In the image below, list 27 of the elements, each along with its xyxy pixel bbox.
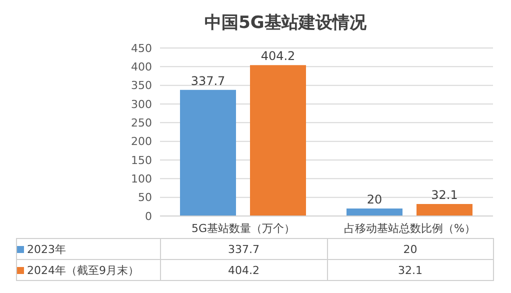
x-tick-label: 5G基站数量（万个）	[191, 222, 296, 235]
y-tick-label: 150	[131, 154, 152, 167]
y-tick-label: 250	[131, 116, 152, 130]
y-tick-label: 0	[145, 210, 152, 223]
data-label: 337.7	[190, 74, 226, 88]
bar	[180, 90, 236, 216]
legend-label: 2024年（截至9月末）	[16, 260, 160, 280]
bar	[416, 204, 472, 216]
legend-label: 2023年	[16, 238, 160, 260]
y-tick-label: 350	[131, 79, 152, 92]
data-label: 404.2	[260, 49, 296, 64]
text: 32.1	[327, 260, 494, 280]
text: 404.2	[160, 260, 327, 280]
y-tick-label: 450	[131, 42, 152, 55]
chart-title: 中国5G基站建设情况	[204, 12, 368, 35]
y-tick-label: 100	[131, 172, 152, 186]
bar	[346, 208, 402, 216]
y-tick-label: 200	[131, 135, 152, 148]
data-label: 32.1	[431, 188, 458, 202]
text: 337.7	[160, 238, 327, 260]
x-tick-label: 占移动基站总数比例（%）	[344, 222, 476, 235]
y-tick-label: 50	[138, 191, 152, 204]
data-label: 20	[366, 192, 382, 207]
text: 20	[327, 238, 494, 260]
bar	[250, 65, 306, 216]
y-tick-label: 300	[131, 98, 152, 111]
y-tick-label: 400	[131, 60, 152, 74]
